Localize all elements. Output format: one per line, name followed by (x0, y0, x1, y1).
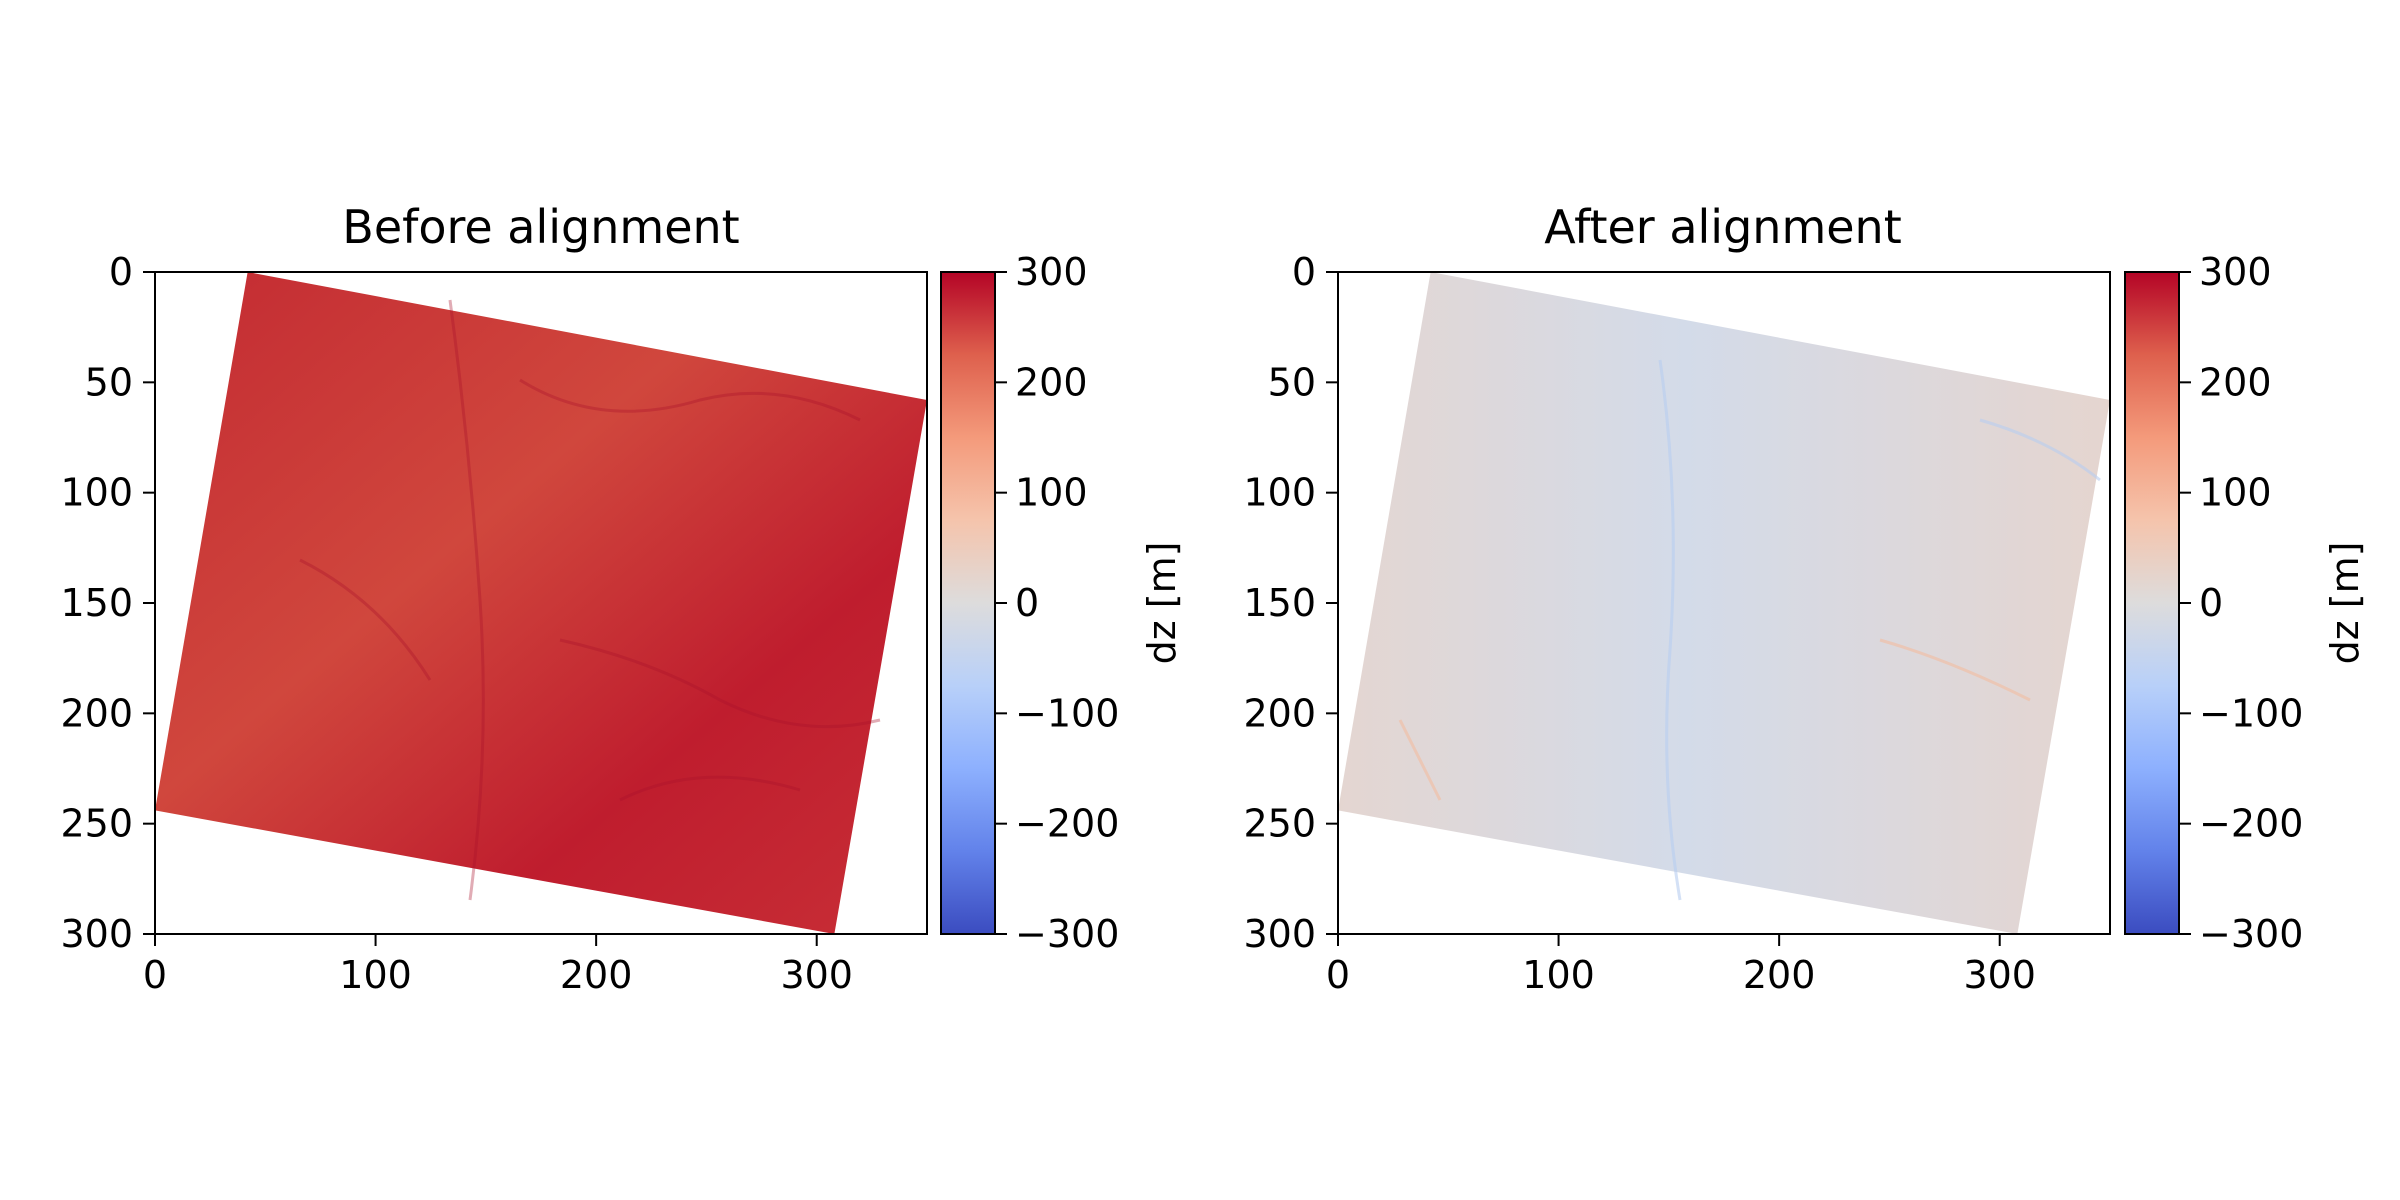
colorbar-tick-label: 100 (2199, 471, 2272, 515)
heatmap-image (155, 272, 927, 934)
colorbar (2124, 271, 2180, 935)
y-tick-label: 0 (109, 250, 133, 294)
colorbar-label: dz [m] (1140, 542, 1184, 665)
panel-title: After alignment (1544, 200, 1902, 254)
colorbar-tick-label: 300 (1015, 250, 1088, 294)
colorbar-label: dz [m] (2323, 542, 2367, 665)
heatmap-texture (299, 299, 881, 901)
x-tick-label: 300 (780, 953, 853, 997)
colorbar (940, 271, 996, 935)
x-tick-label: 0 (1326, 953, 1350, 997)
y-ticks: 0 50 100 150 200 250 300 (1243, 250, 1338, 956)
y-ticks: 0 50 100 150 200 250 300 (60, 250, 155, 956)
colorbar-tick-label: −200 (2199, 802, 2303, 846)
y-tick-label: 0 (1292, 250, 1316, 294)
y-tick-label: 250 (60, 802, 133, 846)
x-ticks: 0 100 200 300 (143, 934, 853, 997)
y-tick-label: 100 (60, 471, 133, 515)
colorbar-ticks: 300 200 100 0 −100 −200 −300 (995, 250, 1119, 956)
y-tick-label: 300 (1243, 912, 1316, 956)
y-tick-label: 300 (60, 912, 133, 956)
heatmap-texture (1398, 359, 2101, 901)
panel-before-alignment: Before alignment 0 100 200 300 0 50 100 150 200… (60, 200, 1184, 997)
x-tick-label: 200 (560, 953, 633, 997)
heatmap-image (1338, 272, 2110, 934)
y-tick-label: 50 (85, 360, 133, 404)
x-tick-label: 200 (1743, 953, 1816, 997)
colorbar-ticks: 300 200 100 0 −100 −200 −300 (2179, 250, 2303, 956)
panel-title: Before alignment (342, 200, 739, 254)
colorbar-tick-label: −100 (1015, 691, 1119, 735)
y-tick-label: 100 (1243, 471, 1316, 515)
colorbar-tick-label: 0 (2199, 581, 2223, 625)
x-ticks: 0 100 200 300 (1326, 934, 2036, 997)
x-tick-label: 100 (1522, 953, 1595, 997)
y-tick-label: 150 (60, 581, 133, 625)
panel-after-alignment: After alignment 0 100 200 300 0 50 100 150 200 2… (1243, 200, 2367, 997)
x-tick-label: 300 (1963, 953, 2036, 997)
y-tick-label: 150 (1243, 581, 1316, 625)
y-tick-label: 200 (60, 691, 133, 735)
x-tick-label: 0 (143, 953, 167, 997)
colorbar-tick-label: 200 (2199, 360, 2272, 404)
colorbar-tick-label: 300 (2199, 250, 2272, 294)
y-tick-label: 250 (1243, 802, 1316, 846)
x-tick-label: 100 (339, 953, 412, 997)
y-tick-label: 200 (1243, 691, 1316, 735)
colorbar-tick-label: 100 (1015, 471, 1088, 515)
colorbar-tick-label: −100 (2199, 691, 2303, 735)
colorbar-tick-label: −300 (2199, 912, 2303, 956)
colorbar-tick-label: 200 (1015, 360, 1088, 404)
y-tick-label: 50 (1268, 360, 1316, 404)
colorbar-tick-label: −200 (1015, 802, 1119, 846)
colorbar-tick-label: 0 (1015, 581, 1039, 625)
colorbar-tick-label: −300 (1015, 912, 1119, 956)
